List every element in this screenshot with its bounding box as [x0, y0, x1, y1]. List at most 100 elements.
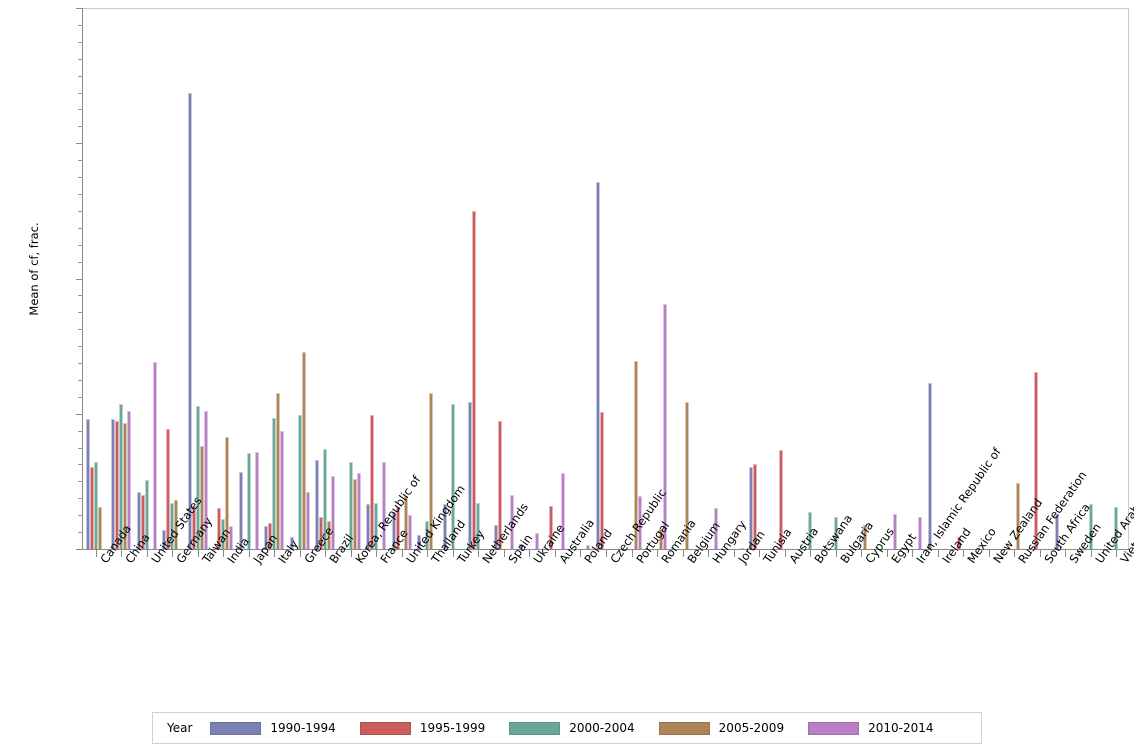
bar[interactable] [111, 419, 116, 549]
bar[interactable] [442, 504, 447, 549]
bar[interactable] [429, 393, 434, 549]
bar[interactable] [268, 523, 273, 549]
bar[interactable] [115, 420, 120, 549]
bar[interactable] [425, 520, 430, 549]
bar[interactable] [749, 466, 754, 549]
bar[interactable] [519, 543, 524, 549]
bar[interactable] [633, 361, 638, 549]
bar[interactable] [221, 519, 226, 549]
bar[interactable] [276, 393, 281, 549]
bar[interactable] [535, 532, 540, 549]
bar[interactable] [152, 362, 157, 549]
bar[interactable] [331, 475, 336, 549]
bar[interactable] [663, 304, 668, 549]
bar[interactable] [403, 496, 408, 549]
bar[interactable] [238, 471, 243, 549]
bar[interactable] [174, 500, 179, 549]
bar[interactable] [497, 420, 502, 549]
bar[interactable] [739, 547, 744, 549]
bar[interactable] [166, 428, 171, 549]
bar[interactable] [753, 463, 758, 549]
bar[interactable] [97, 507, 102, 549]
bar[interactable] [136, 492, 141, 549]
bar[interactable] [85, 419, 90, 549]
bar[interactable] [927, 382, 932, 549]
bar[interactable] [323, 448, 328, 549]
bar[interactable] [1055, 513, 1060, 549]
bar[interactable] [493, 524, 498, 549]
bar[interactable] [123, 423, 128, 549]
bar[interactable] [1088, 504, 1093, 549]
y-tick-minor [78, 430, 83, 432]
bar[interactable] [191, 505, 196, 549]
bar[interactable] [195, 405, 200, 549]
bar[interactable] [778, 450, 783, 549]
bar[interactable] [1033, 371, 1038, 549]
bar[interactable] [918, 516, 923, 549]
bar[interactable] [395, 507, 400, 549]
bar[interactable] [382, 462, 387, 549]
bar[interactable] [289, 536, 294, 549]
bar[interactable] [305, 492, 310, 549]
bar[interactable] [472, 210, 477, 549]
bar[interactable] [352, 478, 357, 549]
bar[interactable] [417, 535, 422, 549]
bar[interactable] [957, 536, 962, 549]
bar[interactable] [119, 404, 124, 549]
bar[interactable] [714, 508, 719, 549]
bar[interactable] [127, 411, 132, 549]
bar[interactable] [187, 93, 192, 549]
bar[interactable] [217, 508, 222, 549]
bar[interactable] [596, 182, 600, 549]
bar[interactable] [468, 401, 473, 549]
legend-item[interactable]: 2000-2004 [509, 721, 635, 735]
bar[interactable] [659, 528, 664, 549]
bar[interactable] [892, 513, 897, 549]
bar[interactable] [637, 496, 642, 549]
bar[interactable] [280, 431, 285, 549]
bar[interactable] [199, 446, 204, 549]
legend-item[interactable]: 1995-1999 [359, 721, 485, 735]
bar[interactable] [301, 351, 306, 549]
bar[interactable] [264, 526, 269, 549]
bar[interactable] [450, 404, 455, 549]
bar[interactable] [863, 524, 868, 549]
bar[interactable] [600, 412, 604, 549]
bar[interactable] [1114, 507, 1119, 549]
bar[interactable] [586, 544, 591, 549]
bar[interactable] [1016, 482, 1021, 549]
bar[interactable] [93, 462, 98, 549]
bar[interactable] [370, 415, 375, 549]
bar[interactable] [476, 503, 481, 549]
bar[interactable] [225, 436, 230, 549]
legend-item[interactable]: 2005-2009 [658, 721, 784, 735]
bar[interactable] [272, 417, 277, 549]
bar[interactable] [144, 480, 149, 549]
bar[interactable] [203, 411, 208, 549]
bar[interactable] [254, 451, 259, 549]
bar[interactable] [808, 512, 813, 549]
legend-item[interactable]: 1990-1994 [210, 721, 336, 735]
bar[interactable] [315, 459, 320, 549]
bar[interactable] [229, 526, 234, 549]
bar[interactable] [89, 466, 94, 549]
bar[interactable] [319, 516, 324, 549]
bar[interactable] [327, 520, 332, 549]
bar[interactable] [366, 504, 371, 549]
bar[interactable] [246, 452, 251, 549]
bar[interactable] [407, 515, 412, 549]
bar[interactable] [348, 462, 353, 549]
legend-item[interactable]: 2010-2014 [808, 721, 934, 735]
bar[interactable] [170, 503, 175, 549]
bar[interactable] [391, 512, 396, 549]
bar[interactable] [560, 473, 565, 549]
bar[interactable] [140, 494, 145, 549]
bar[interactable] [356, 473, 361, 549]
bar[interactable] [162, 530, 167, 549]
bar[interactable] [297, 415, 302, 549]
bar[interactable] [684, 401, 689, 549]
bar[interactable] [833, 516, 838, 549]
bar[interactable] [374, 503, 379, 549]
bar[interactable] [509, 494, 514, 549]
bar[interactable] [548, 505, 553, 549]
